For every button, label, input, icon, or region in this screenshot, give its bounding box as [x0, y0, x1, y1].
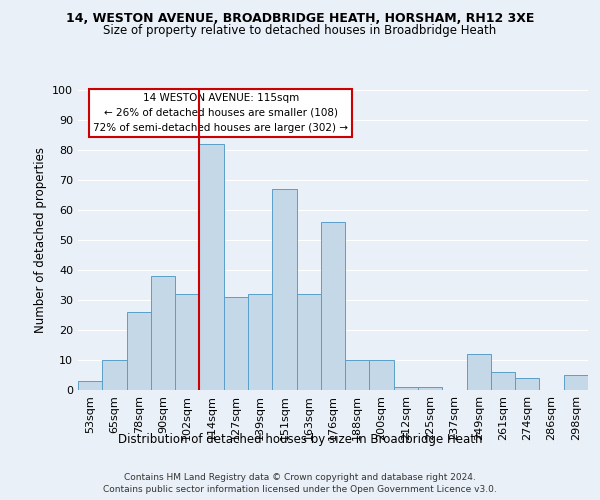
- Bar: [248, 294, 272, 390]
- Text: Contains HM Land Registry data © Crown copyright and database right 2024.: Contains HM Land Registry data © Crown c…: [124, 472, 476, 482]
- Bar: [467, 354, 491, 390]
- Bar: [272, 189, 296, 390]
- Bar: [515, 378, 539, 390]
- Bar: [491, 372, 515, 390]
- Text: 14 WESTON AVENUE: 115sqm
← 26% of detached houses are smaller (108)
72% of semi-: 14 WESTON AVENUE: 115sqm ← 26% of detach…: [94, 93, 348, 132]
- Text: Contains public sector information licensed under the Open Government Licence v3: Contains public sector information licen…: [103, 485, 497, 494]
- Text: 14, WESTON AVENUE, BROADBRIDGE HEATH, HORSHAM, RH12 3XE: 14, WESTON AVENUE, BROADBRIDGE HEATH, HO…: [66, 12, 534, 26]
- Bar: [78, 381, 102, 390]
- Text: Distribution of detached houses by size in Broadbridge Heath: Distribution of detached houses by size …: [118, 432, 482, 446]
- Bar: [370, 360, 394, 390]
- Bar: [127, 312, 151, 390]
- Bar: [175, 294, 199, 390]
- Bar: [199, 144, 224, 390]
- Y-axis label: Number of detached properties: Number of detached properties: [34, 147, 47, 333]
- Bar: [564, 375, 588, 390]
- Bar: [418, 387, 442, 390]
- Bar: [345, 360, 370, 390]
- Bar: [321, 222, 345, 390]
- Bar: [296, 294, 321, 390]
- Bar: [151, 276, 175, 390]
- Bar: [224, 297, 248, 390]
- Bar: [394, 387, 418, 390]
- Text: Size of property relative to detached houses in Broadbridge Heath: Size of property relative to detached ho…: [103, 24, 497, 37]
- Bar: [102, 360, 127, 390]
